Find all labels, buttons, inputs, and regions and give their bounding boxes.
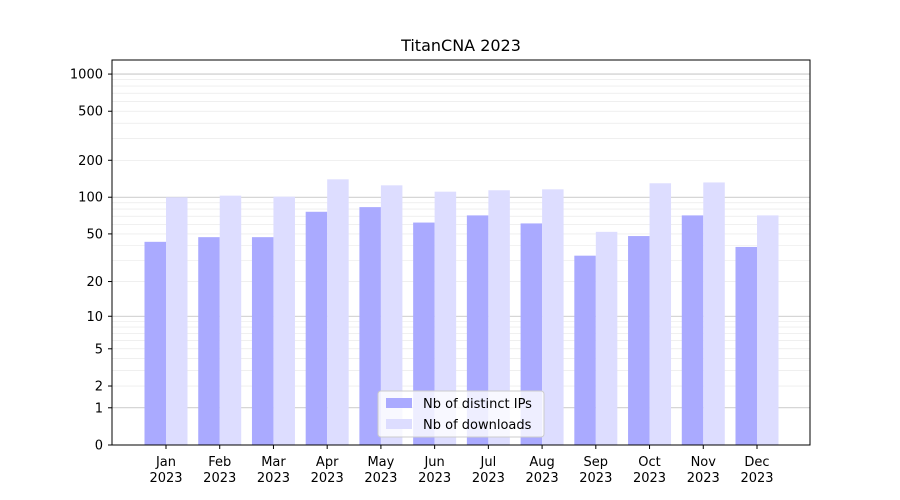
x-tick-label: Aug xyxy=(529,455,554,470)
bar-downloads xyxy=(273,196,295,445)
x-tick-label: 2023 xyxy=(364,471,397,486)
bar-distinct-ips xyxy=(198,237,220,445)
bar-distinct-ips xyxy=(466,215,489,445)
x-tick-label: 2023 xyxy=(418,471,451,486)
bar-distinct-ips xyxy=(359,207,381,445)
x-tick-label: Feb xyxy=(208,455,231,470)
x-tick-label: Jul xyxy=(480,455,497,470)
x-tick-label: 2023 xyxy=(311,471,344,486)
chart-title: TitanCNA 2023 xyxy=(400,36,521,55)
bar-distinct-ips xyxy=(520,223,543,445)
bar-downloads xyxy=(488,190,510,445)
y-tick-label: 50 xyxy=(86,227,103,242)
legend-label-distinct-ips: Nb of distinct IPs xyxy=(423,397,532,412)
bar-distinct-ips xyxy=(574,255,596,445)
x-tick-label: Oct xyxy=(638,455,660,470)
x-tick-label: 2023 xyxy=(740,471,773,486)
x-tick-label: Mar xyxy=(261,455,286,470)
bar-downloads xyxy=(380,185,403,446)
legend-box xyxy=(377,390,545,438)
x-tick-label: Jun xyxy=(423,455,444,470)
y-tick-label: 20 xyxy=(86,275,103,290)
bar-downloads xyxy=(703,182,725,446)
x-tick-label: 2023 xyxy=(687,471,720,486)
bar-distinct-ips xyxy=(681,215,704,445)
x-tick-label: Sep xyxy=(584,455,609,470)
x-tick-label: 2023 xyxy=(633,471,666,486)
x-tick-label: 2023 xyxy=(526,471,559,486)
bar-distinct-ips xyxy=(305,211,328,445)
bar-downloads xyxy=(649,183,672,445)
y-tick-label: 10 xyxy=(86,310,103,325)
legend: Nb of distinct IPs Nb of downloads xyxy=(377,390,545,438)
y-tick-label: 100 xyxy=(78,191,103,206)
y-axis: 0 1 2 5 10 20 50 100 200 500 1000 xyxy=(70,68,112,454)
bar-downloads xyxy=(434,191,457,445)
y-tick-label: 1 xyxy=(95,401,103,416)
x-tick-label: Nov xyxy=(691,455,717,470)
bar-downloads xyxy=(757,215,779,445)
x-tick-label: Dec xyxy=(744,455,769,470)
y-tick-label: 0 xyxy=(95,439,103,454)
plot-frame xyxy=(111,59,811,446)
bar-distinct-ips xyxy=(251,237,274,445)
x-tick-label: Apr xyxy=(316,455,339,470)
bar-downloads xyxy=(219,195,242,445)
x-tick-label: Jan xyxy=(155,455,176,470)
bar-distinct-ips xyxy=(628,236,650,445)
bar-downloads xyxy=(542,189,564,445)
legend-swatch-distinct-ips xyxy=(386,398,412,408)
y-tick-label: 200 xyxy=(78,154,103,169)
x-axis: Jan2023Feb2023Mar2023Apr2023May2023Jun20… xyxy=(149,445,774,486)
x-tick-label: May xyxy=(367,455,394,470)
x-tick-label: 2023 xyxy=(472,471,505,486)
bar-downloads xyxy=(327,179,349,445)
bar-distinct-ips xyxy=(413,222,435,445)
y-tick-label: 1000 xyxy=(70,68,103,83)
bar-distinct-ips xyxy=(144,241,166,445)
bar-downloads xyxy=(595,231,618,445)
x-tick-label: 2023 xyxy=(257,471,290,486)
legend-label-downloads: Nb of downloads xyxy=(423,418,532,433)
x-tick-label: 2023 xyxy=(149,471,182,486)
y-tick-label: 2 xyxy=(95,380,103,395)
y-tick-label: 500 xyxy=(78,105,103,120)
bar-distinct-ips xyxy=(735,246,757,445)
bars xyxy=(144,179,779,446)
x-tick-label: 2023 xyxy=(579,471,612,486)
x-tick-label: 2023 xyxy=(203,471,236,486)
y-tick-label: 5 xyxy=(95,342,103,357)
legend-swatch-downloads xyxy=(386,419,412,429)
bar-downloads xyxy=(166,197,188,445)
